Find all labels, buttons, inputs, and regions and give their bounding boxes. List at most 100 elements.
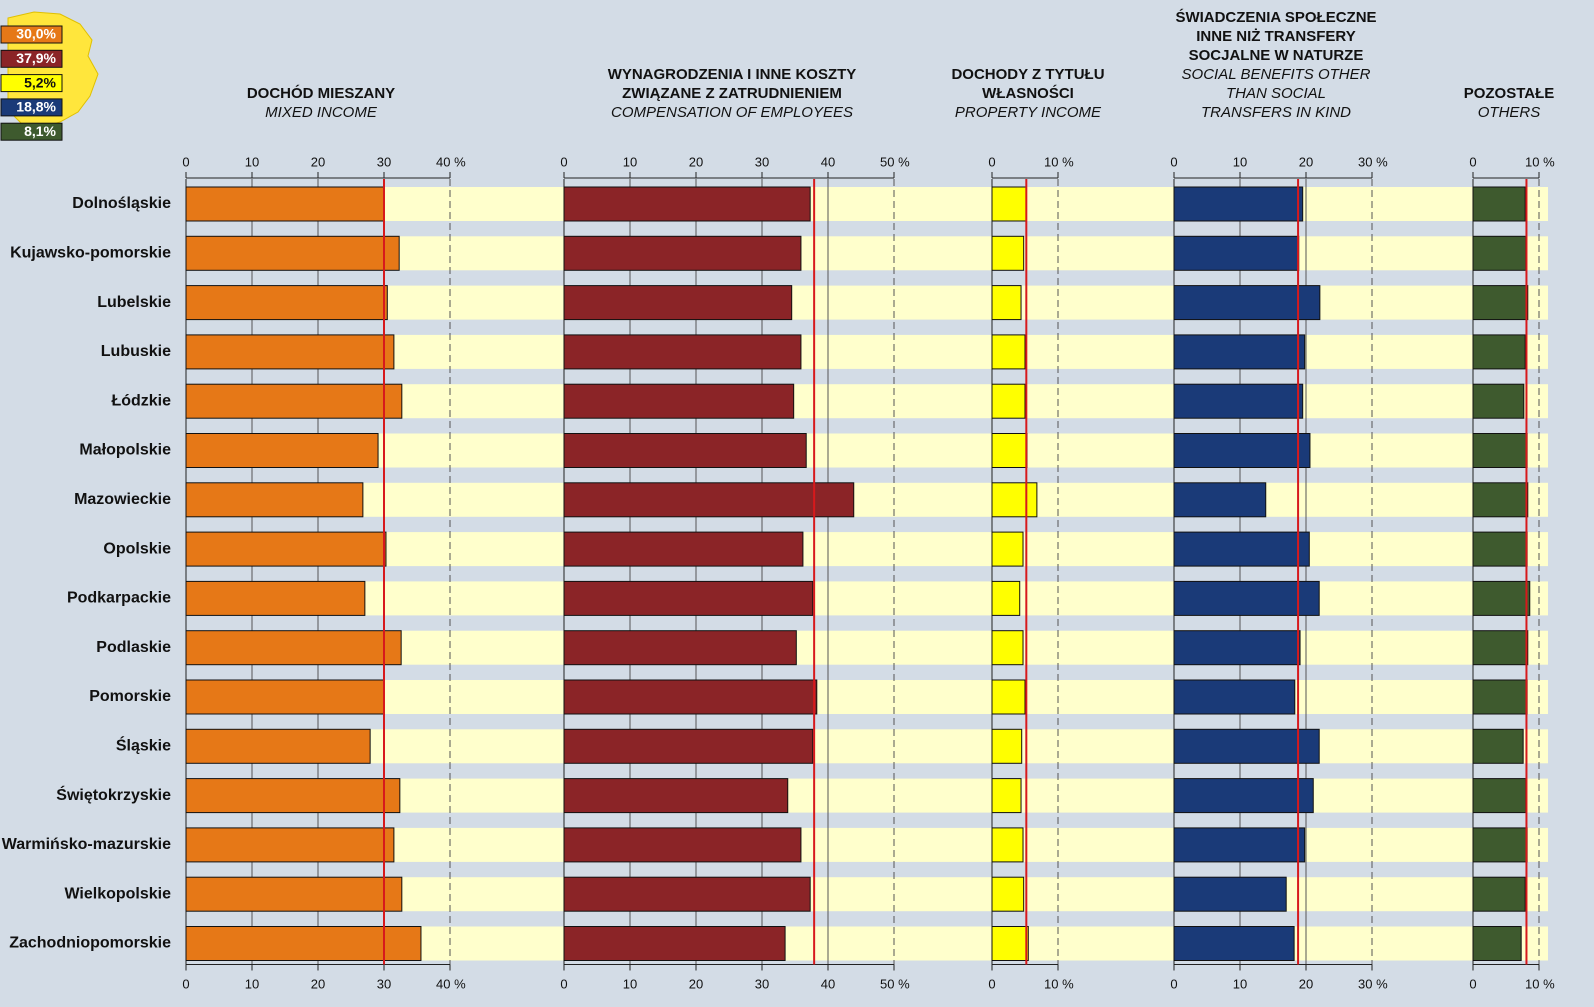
row-band: [186, 532, 1548, 567]
legend-swatch: [0, 122, 63, 141]
bar: [563, 235, 802, 271]
x-tick-label: 30: [377, 154, 391, 169]
bar: [185, 482, 364, 518]
bar: [991, 827, 1024, 863]
bar: [1173, 334, 1306, 370]
x-tick-label: 20: [689, 154, 703, 169]
x-tick-label: 0: [1469, 154, 1476, 169]
bar: [563, 285, 793, 321]
x-tick-label: 30: [755, 976, 769, 991]
panel-title: DOCHÓD MIESZANY: [247, 84, 395, 102]
panel-subtitle: PROPERTY INCOME: [955, 104, 1102, 121]
row-band: [186, 482, 1548, 517]
x-tick-label: 40: [821, 976, 835, 991]
category-label: Zachodniopomorskie: [9, 935, 171, 952]
legend-label: 8,1%: [24, 123, 56, 139]
bar: [563, 334, 802, 370]
bar: [1173, 679, 1296, 715]
bar: [1173, 186, 1304, 222]
x-tick-label: 10: [245, 154, 259, 169]
bar: [185, 778, 401, 814]
bar: [1173, 926, 1295, 961]
bar: [1472, 482, 1529, 518]
bar: [1472, 679, 1528, 715]
bar: [991, 679, 1026, 715]
bar: [1173, 580, 1320, 616]
x-tick-label: 20: [1299, 976, 1313, 991]
category-label: Pomorskie: [89, 688, 171, 705]
legend-label: 30,0%: [16, 26, 56, 42]
row-band: [186, 778, 1548, 813]
bar: [1472, 827, 1528, 863]
category-label: Kujawsko-pomorskie: [10, 245, 171, 262]
x-tick-label: 40 %: [436, 976, 466, 991]
panel-subtitle: TRANSFERS IN KIND: [1201, 104, 1351, 121]
row-band: [186, 384, 1548, 419]
panel-subtitle: OTHERS: [1478, 104, 1541, 121]
x-tick-label: 20: [1299, 154, 1313, 169]
legend-label: 5,2%: [24, 74, 56, 90]
row-band: [186, 680, 1548, 714]
row-band: [186, 581, 1548, 616]
bar: [1173, 383, 1304, 419]
category-label: Mazowieckie: [74, 491, 171, 508]
bar: [563, 827, 802, 863]
category-label: Łódzkie: [111, 392, 171, 409]
bar: [1472, 630, 1529, 666]
panel-subtitle: THAN SOCIAL: [1226, 85, 1326, 102]
x-tick-label: 30 %: [1358, 976, 1388, 991]
x-tick-label: 10 %: [1044, 976, 1074, 991]
x-tick-label: 20: [311, 154, 325, 169]
bar: [185, 186, 385, 222]
x-tick-label: 50 %: [880, 154, 910, 169]
row-band: [186, 285, 1548, 320]
bar: [563, 186, 811, 222]
panel-title: WYNAGRODZENIA I INNE KOSZTY: [608, 66, 857, 83]
x-tick-label: 0: [182, 154, 189, 169]
bar: [1472, 285, 1529, 321]
x-tick-label: 0: [560, 154, 567, 169]
legend-swatch: [0, 25, 63, 44]
bar: [1173, 235, 1300, 271]
panel-title: ŚWIADCZENIA SPOŁECZNE: [1175, 8, 1376, 26]
bar: [991, 334, 1026, 370]
category-label: Lubuskie: [101, 343, 171, 360]
row-band: [186, 877, 1548, 912]
bar: [185, 876, 403, 912]
bar: [185, 531, 387, 567]
bar: [1472, 580, 1531, 616]
row-band: [186, 630, 1548, 665]
bar: [1472, 186, 1526, 222]
panel-title: POZOSTAŁE: [1464, 85, 1555, 102]
category-label: Wielkopolskie: [64, 885, 171, 902]
bar: [991, 433, 1028, 468]
bar: [991, 580, 1021, 616]
x-tick-label: 30: [377, 976, 391, 991]
x-tick-label: 10 %: [1525, 976, 1555, 991]
panel-subtitle: MIXED INCOME: [265, 104, 378, 121]
x-tick-label: 10: [245, 976, 259, 991]
bar: [1472, 383, 1525, 419]
bar: [185, 285, 388, 321]
bar: [185, 630, 402, 666]
bar: [991, 630, 1024, 666]
bar: [1472, 531, 1528, 567]
bar: [1173, 728, 1320, 764]
category-label: Podlaskie: [96, 639, 171, 656]
x-tick-label: 10: [623, 154, 637, 169]
x-tick-label: 0: [1170, 976, 1177, 991]
bar: [563, 679, 818, 715]
bar: [991, 383, 1026, 419]
row-band: [186, 729, 1548, 764]
category-label: Świętokrzyskie: [56, 785, 171, 804]
bar: [563, 433, 807, 468]
legend-swatch: [0, 49, 63, 68]
bar: [991, 876, 1025, 912]
category-label: Dolnośląskie: [72, 195, 171, 212]
bar: [185, 679, 385, 715]
bar: [563, 728, 814, 764]
legend-swatch: [0, 74, 63, 93]
bar: [185, 580, 366, 616]
bar: [1472, 728, 1524, 764]
panel-subtitle: SOCIAL BENEFITS OTHER: [1182, 66, 1371, 83]
